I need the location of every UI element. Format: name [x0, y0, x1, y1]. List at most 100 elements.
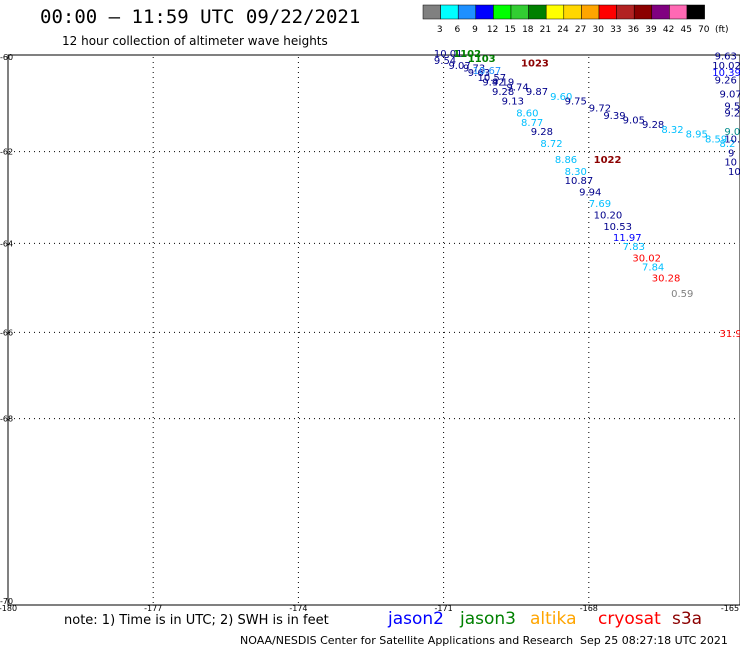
wave-height-label: 9.5 — [724, 101, 740, 112]
wave-height-label: 31.97 — [719, 329, 740, 340]
wave-height-label: 8.60 — [516, 108, 538, 119]
footer-credit: NOAA/NESDIS Center for Satellite Applica… — [240, 634, 574, 647]
longitude-label: -171 — [435, 604, 453, 612]
color-scale-bar: 3 6 9 12 15 18 21 24 27 30 33 36 39 42 45 70 (ft) — [422, 4, 729, 35]
wave-height-label: 9.28 — [492, 87, 514, 98]
wave-height-label: 9.07 — [448, 61, 470, 72]
color-scale-unit: (ft) — [715, 25, 729, 35]
wave-height-label: 9.26 — [715, 75, 737, 86]
color-scale-label: 39 — [645, 25, 657, 35]
wave-height-label: 8.72 — [540, 139, 562, 150]
longitude-label: -180 — [0, 604, 17, 612]
longitude-label: -168 — [580, 604, 598, 612]
footer-timestamp: Sep 25 08:27:18 UTC 2021 — [580, 634, 728, 647]
wave-height-label: 9.63 — [715, 51, 737, 62]
wave-height-label: 9.54 — [434, 56, 456, 67]
wave-height-label: 9.28 — [642, 120, 664, 131]
latitude-label: -62 — [0, 148, 13, 157]
wave-height-label: 9.60 — [550, 92, 572, 103]
color-swatch — [686, 4, 705, 20]
map-grid — [9, 57, 739, 604]
color-scale-label: 36 — [628, 25, 640, 35]
wave-height-label: 9.39 — [603, 111, 625, 122]
wave-height-label: 9.74 — [507, 82, 529, 93]
wave-height-label: 9.05 — [623, 116, 645, 127]
mission-legend-altika: altika — [530, 609, 577, 629]
wave-height-label: 8.59 — [705, 134, 727, 145]
longitude-label: -177 — [144, 604, 162, 612]
wave-height-label: 7.84 — [642, 262, 664, 273]
color-scale-label: 24 — [557, 25, 569, 35]
wave-height-label: 9.42 — [482, 78, 504, 89]
wave-height-label: 10.20 — [594, 210, 623, 221]
wave-height-label: 10 — [724, 158, 737, 169]
color-scale-label: 3 — [437, 25, 443, 35]
mission-legend-s3a: s3a — [672, 609, 703, 629]
wave-height-label: 11.97 — [613, 233, 642, 244]
wave-height-map: -180 -177 -174 -171 -168 -165 -60 -62 -64 -66 -68 -… — [0, 49, 740, 612]
wave-height-label: 9 — [728, 148, 734, 159]
wave-height-label: 8.30 — [565, 167, 587, 178]
wave-height-label: 9.72 — [589, 104, 611, 115]
color-scale-label: 6 — [455, 25, 461, 35]
latitude-label: -68 — [0, 415, 13, 424]
wave-height-label: 8.95 — [686, 130, 708, 141]
wave-height-label: 1023 — [521, 59, 549, 70]
wave-height-label: 10. — [724, 134, 740, 145]
wave-height-label: 9.94 — [579, 188, 601, 199]
color-scale-label: 15 — [504, 25, 515, 35]
mission-legend-cryosat: cryosat — [598, 609, 661, 629]
wave-height-label: 9.2 — [724, 108, 740, 119]
wave-height-label: 9.87 — [526, 87, 548, 98]
longitude-label: -165 — [721, 604, 739, 612]
wave-height-label: 10.87 — [565, 176, 594, 187]
wave-height-label: 10.57 — [477, 73, 506, 84]
wave-height-label: 9.73 — [463, 63, 485, 74]
wave-height-label: 7.83 — [623, 242, 645, 253]
wave-height-label: 10 — [728, 167, 740, 178]
wave-height-label: 10.67 — [473, 66, 502, 77]
wave-height-label: 9.28 — [531, 127, 553, 138]
mission-legend-jason2: jason2 — [388, 609, 444, 629]
latitude-label: -60 — [0, 53, 13, 62]
wave-height-label: 30.02 — [632, 253, 661, 264]
axis-labels: -180 -177 -174 -171 -168 -165 -60 -62 -64 -66 -68 -… — [0, 53, 739, 612]
color-scale-label: 12 — [487, 25, 498, 35]
map-frame — [7, 54, 740, 606]
wave-height-label: 9.13 — [502, 97, 524, 108]
wave-height-label: 10.01 — [434, 49, 463, 60]
wave-height-label: 10.02 — [712, 61, 740, 72]
mission-legend-jason3: jason3 — [460, 609, 516, 629]
wave-height-label: 30.28 — [652, 274, 681, 285]
wave-height-label: 1102 — [453, 49, 481, 60]
wave-height-label: 8.2 — [719, 139, 735, 150]
color-scale-label: 9 — [472, 25, 478, 35]
color-scale-label: 27 — [575, 25, 586, 35]
wave-height-label: 9.19 — [492, 78, 514, 89]
wave-height-label: 1022 — [594, 155, 622, 166]
color-scale-label: 33 — [610, 25, 621, 35]
wave-height-label: 9.75 — [565, 97, 587, 108]
wave-height-label: 8.86 — [555, 155, 577, 166]
wave-height-label: 1103 — [468, 54, 496, 65]
color-scale-label: 45 — [680, 25, 691, 35]
wave-height-label: 8.77 — [521, 118, 543, 129]
legend-note: note: 1) Time is in UTC; 2) SWH is in fe… — [64, 613, 329, 628]
wave-height-label: 7.69 — [589, 199, 611, 210]
wave-height-label: 10.39 — [712, 68, 740, 79]
color-scale-label: 42 — [663, 25, 674, 35]
wave-height-label: 8.32 — [661, 125, 683, 136]
wave-height-label: 10.53 — [603, 222, 632, 233]
color-scale-label: 30 — [592, 25, 604, 35]
latitude-label: -70 — [0, 597, 13, 606]
latitude-label: -64 — [0, 239, 13, 248]
wave-height-label: 0.59 — [671, 289, 693, 300]
color-scale-label: 21 — [540, 25, 551, 35]
page-title: 00:00 – 11:59 UTC 09/22/2021 — [40, 6, 361, 28]
latitude-label: -66 — [0, 328, 13, 337]
longitude-label: -174 — [289, 604, 307, 612]
wave-height-label: 9.07 — [719, 90, 740, 101]
wave-height-label: 9.63 — [468, 68, 490, 79]
page-subtitle: 12 hour collection of altimeter wave hei… — [62, 34, 328, 48]
